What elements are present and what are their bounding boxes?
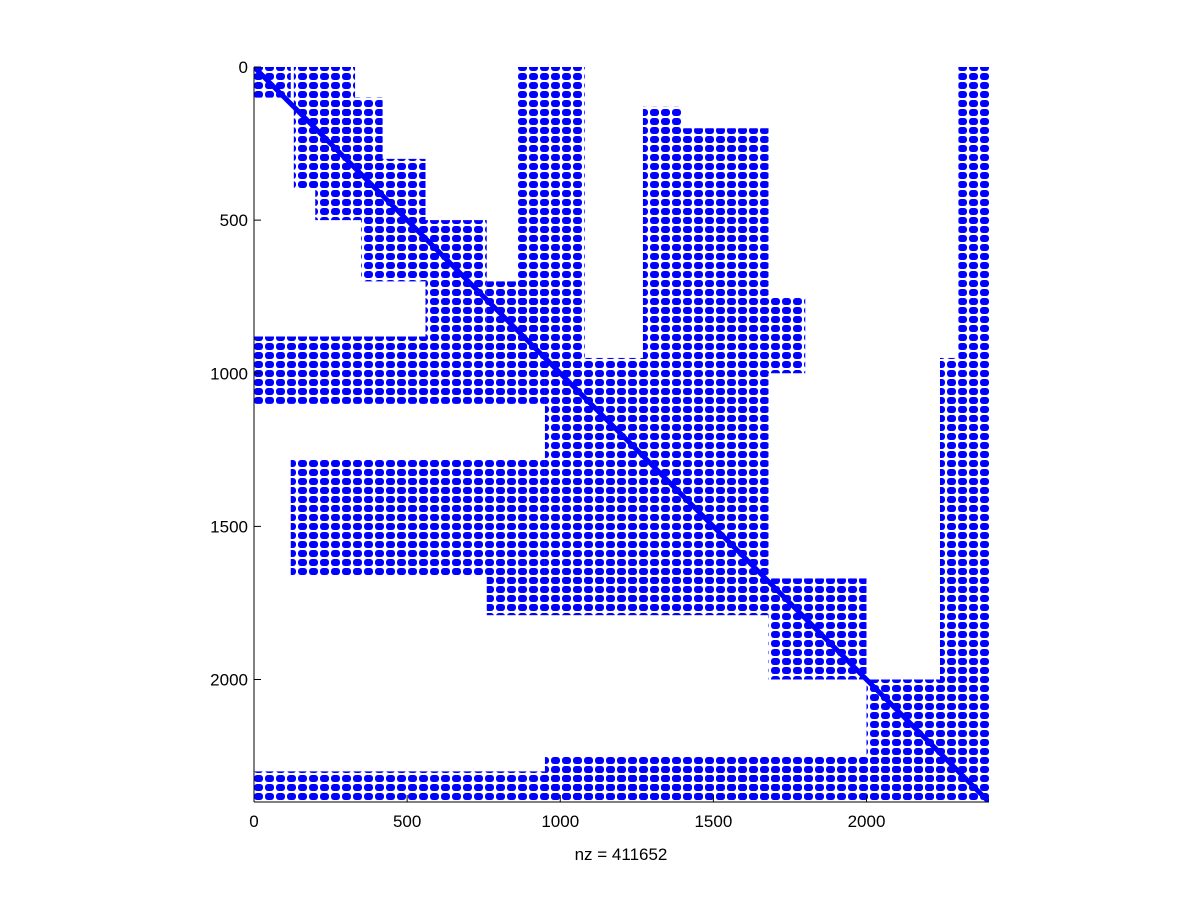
y-tick-label-0: 0: [239, 58, 248, 77]
nonzero-block-12: [290, 459, 545, 576]
nonzero-block-16: [958, 67, 989, 802]
nonzero-block-4: [425, 220, 487, 337]
nonzero-block-17: [940, 357, 959, 802]
x-tick-label-2000: 2000: [848, 812, 886, 831]
nonzero-block-7: [642, 106, 683, 365]
x-tick-label-0: 0: [249, 812, 258, 831]
plot-area: [254, 67, 989, 802]
y-tick-label-500: 500: [220, 211, 248, 230]
nonzero-block-10: [254, 336, 545, 404]
y-tick-label-2000: 2000: [210, 671, 248, 690]
nonzero-block-19: [544, 756, 940, 802]
nonzero-block-9: [768, 296, 806, 374]
x-tick-label-1000: 1000: [541, 812, 579, 831]
diagonal-layer: [254, 67, 989, 802]
y-tick-label-1000: 1000: [210, 364, 248, 383]
nonzero-block-13: [486, 575, 769, 616]
nonzero-block-6: [517, 67, 585, 374]
main-diagonal: [254, 67, 989, 802]
nonzero-block-3: [361, 158, 426, 282]
ticks-layer: 0 500 1000 1500 2000 0 500 1000 1500 2000: [210, 58, 885, 831]
x-tick-label-1500: 1500: [694, 812, 732, 831]
x-axis-label: nz = 411652: [575, 845, 668, 864]
x-tick-label-500: 500: [393, 812, 421, 831]
nonzero-block-8: [682, 128, 769, 365]
axes: 0 500 1000 1500 2000 0 500 1000 1500 2000: [210, 58, 989, 831]
y-tick-label-1500: 1500: [210, 517, 248, 536]
